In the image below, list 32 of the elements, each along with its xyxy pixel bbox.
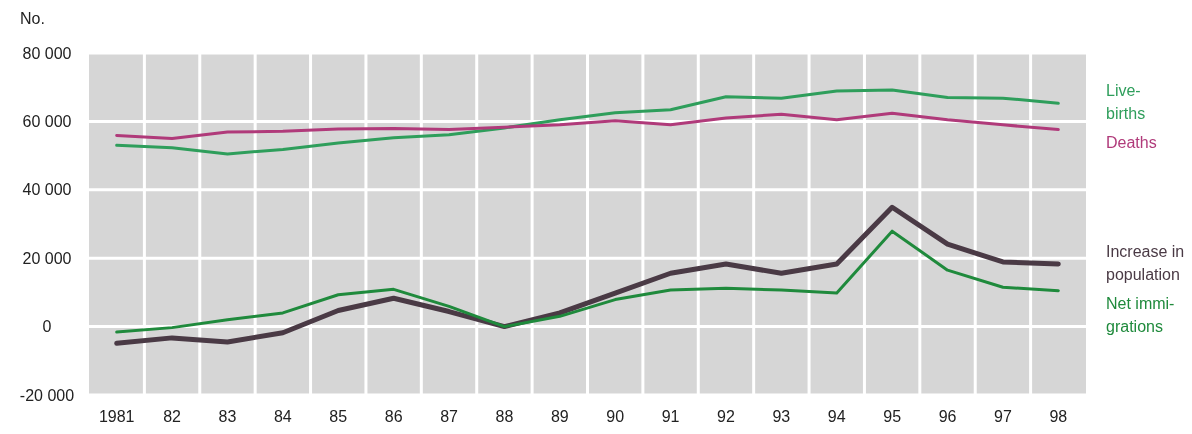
y-tick-label: 0 — [42, 318, 52, 336]
x-tick-label: 95 — [883, 408, 902, 425]
text: Live- births — [1106, 82, 1146, 123]
y-tick-label: 40 000 — [22, 181, 72, 199]
y-tick-label: -20 000 — [19, 386, 75, 404]
text: Deaths — [1106, 134, 1157, 152]
line-series — [115, 229, 1060, 334]
text: Increase in population — [1106, 243, 1185, 284]
x-tick-label: 85 — [329, 408, 348, 425]
x-tick-label: 87 — [440, 408, 459, 425]
y-tick-label: 80 000 — [22, 44, 72, 62]
y-tick-label: 20 000 — [22, 249, 72, 267]
x-tick-label: 93 — [772, 408, 791, 425]
x-tick-label: 96 — [938, 408, 957, 425]
x-tick-label: 90 — [606, 408, 625, 425]
x-tick-label: 98 — [1049, 408, 1068, 425]
x-tick-label: 89 — [550, 408, 569, 425]
x-tick-label: 86 — [384, 408, 403, 425]
text: Net immi- grations — [1106, 295, 1175, 336]
line-series — [115, 111, 1060, 140]
x-tick-label: 84 — [273, 408, 292, 425]
x-tick-label: 91 — [661, 408, 680, 425]
x-tick-label: 97 — [994, 408, 1012, 425]
x-tick-label: 88 — [495, 408, 514, 425]
x-tick-label: 94 — [827, 408, 846, 425]
x-tick-label: 1981 — [98, 408, 135, 425]
y-tick-label: 60 000 — [22, 112, 72, 130]
y-axis-title: No. — [20, 10, 45, 27]
line-series — [115, 88, 1060, 156]
x-tick-label: 92 — [717, 408, 735, 425]
x-tick-label: 82 — [163, 408, 182, 425]
x-tick-label: 83 — [218, 408, 237, 425]
